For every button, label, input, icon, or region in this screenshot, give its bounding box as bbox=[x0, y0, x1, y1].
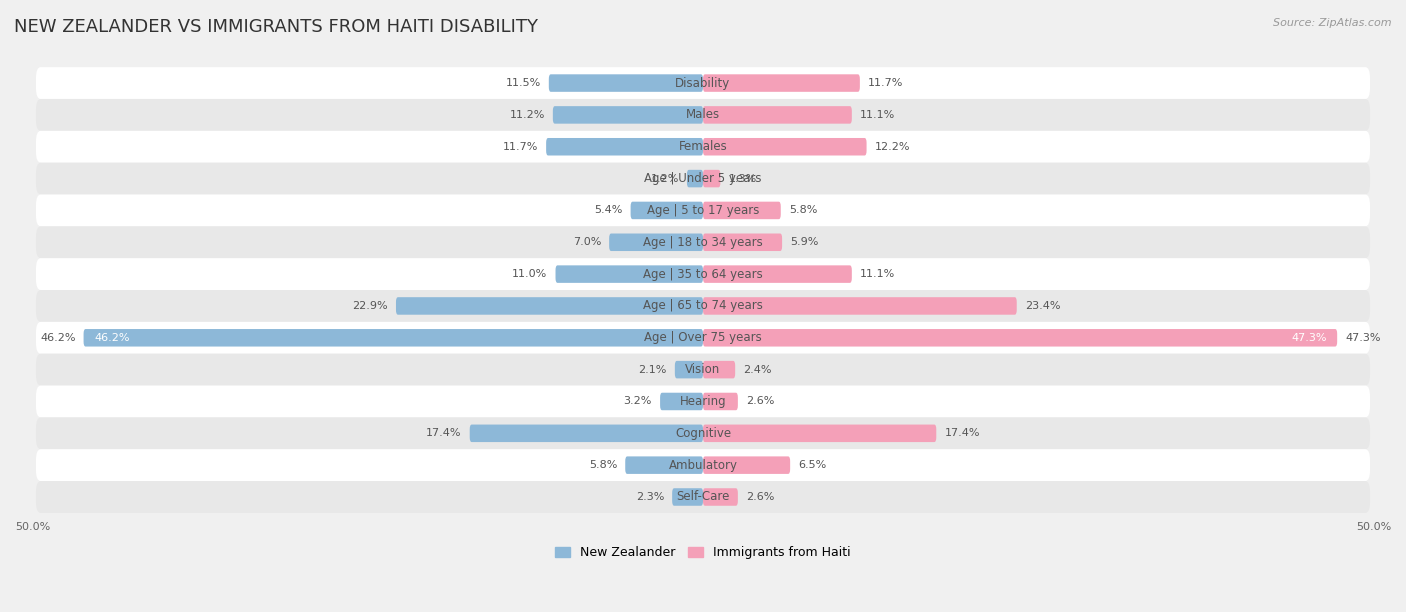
Text: 47.3%: 47.3% bbox=[1346, 333, 1381, 343]
FancyBboxPatch shape bbox=[703, 138, 866, 155]
FancyBboxPatch shape bbox=[37, 226, 1369, 258]
Text: Hearing: Hearing bbox=[679, 395, 727, 408]
FancyBboxPatch shape bbox=[37, 67, 1369, 99]
FancyBboxPatch shape bbox=[37, 163, 1369, 195]
FancyBboxPatch shape bbox=[659, 393, 703, 410]
Text: Self-Care: Self-Care bbox=[676, 490, 730, 504]
FancyBboxPatch shape bbox=[703, 74, 860, 92]
FancyBboxPatch shape bbox=[555, 266, 703, 283]
Text: 2.3%: 2.3% bbox=[636, 492, 664, 502]
Text: 11.5%: 11.5% bbox=[506, 78, 541, 88]
FancyBboxPatch shape bbox=[703, 457, 790, 474]
FancyBboxPatch shape bbox=[548, 74, 703, 92]
Text: 6.5%: 6.5% bbox=[799, 460, 827, 470]
Text: 1.3%: 1.3% bbox=[728, 174, 756, 184]
Text: Age | Under 5 years: Age | Under 5 years bbox=[644, 172, 762, 185]
FancyBboxPatch shape bbox=[675, 361, 703, 378]
Text: 1.2%: 1.2% bbox=[651, 174, 679, 184]
Text: 23.4%: 23.4% bbox=[1025, 301, 1060, 311]
FancyBboxPatch shape bbox=[703, 170, 720, 187]
Text: Vision: Vision bbox=[685, 363, 721, 376]
Text: Age | Over 75 years: Age | Over 75 years bbox=[644, 331, 762, 345]
Text: Age | 18 to 34 years: Age | 18 to 34 years bbox=[643, 236, 763, 248]
Text: 5.8%: 5.8% bbox=[589, 460, 617, 470]
Text: 11.7%: 11.7% bbox=[868, 78, 903, 88]
FancyBboxPatch shape bbox=[703, 425, 936, 442]
FancyBboxPatch shape bbox=[703, 488, 738, 506]
FancyBboxPatch shape bbox=[546, 138, 703, 155]
Legend: New Zealander, Immigrants from Haiti: New Zealander, Immigrants from Haiti bbox=[550, 541, 856, 564]
FancyBboxPatch shape bbox=[553, 106, 703, 124]
FancyBboxPatch shape bbox=[37, 354, 1369, 386]
FancyBboxPatch shape bbox=[37, 417, 1369, 449]
FancyBboxPatch shape bbox=[703, 329, 1337, 346]
Text: 11.7%: 11.7% bbox=[503, 142, 538, 152]
FancyBboxPatch shape bbox=[37, 322, 1369, 354]
Text: Males: Males bbox=[686, 108, 720, 121]
Text: Age | 5 to 17 years: Age | 5 to 17 years bbox=[647, 204, 759, 217]
FancyBboxPatch shape bbox=[37, 258, 1369, 290]
Text: Source: ZipAtlas.com: Source: ZipAtlas.com bbox=[1274, 18, 1392, 28]
FancyBboxPatch shape bbox=[470, 425, 703, 442]
Text: 11.2%: 11.2% bbox=[509, 110, 544, 120]
FancyBboxPatch shape bbox=[396, 297, 703, 315]
Text: 22.9%: 22.9% bbox=[353, 301, 388, 311]
FancyBboxPatch shape bbox=[688, 170, 703, 187]
Text: 5.4%: 5.4% bbox=[595, 206, 623, 215]
FancyBboxPatch shape bbox=[37, 481, 1369, 513]
FancyBboxPatch shape bbox=[626, 457, 703, 474]
FancyBboxPatch shape bbox=[703, 393, 738, 410]
Text: 11.1%: 11.1% bbox=[860, 110, 896, 120]
FancyBboxPatch shape bbox=[609, 234, 703, 251]
Text: 46.2%: 46.2% bbox=[39, 333, 76, 343]
Text: 11.1%: 11.1% bbox=[860, 269, 896, 279]
Text: Cognitive: Cognitive bbox=[675, 427, 731, 440]
FancyBboxPatch shape bbox=[631, 202, 703, 219]
Text: 2.6%: 2.6% bbox=[747, 492, 775, 502]
Text: NEW ZEALANDER VS IMMIGRANTS FROM HAITI DISABILITY: NEW ZEALANDER VS IMMIGRANTS FROM HAITI D… bbox=[14, 18, 538, 36]
FancyBboxPatch shape bbox=[703, 361, 735, 378]
Text: 5.8%: 5.8% bbox=[789, 206, 817, 215]
Text: Age | 65 to 74 years: Age | 65 to 74 years bbox=[643, 299, 763, 313]
Text: 46.2%: 46.2% bbox=[94, 333, 129, 343]
FancyBboxPatch shape bbox=[703, 266, 852, 283]
Text: Ambulatory: Ambulatory bbox=[668, 458, 738, 472]
FancyBboxPatch shape bbox=[37, 449, 1369, 481]
Text: 47.3%: 47.3% bbox=[1291, 333, 1326, 343]
FancyBboxPatch shape bbox=[37, 131, 1369, 163]
Text: 5.9%: 5.9% bbox=[790, 237, 818, 247]
FancyBboxPatch shape bbox=[37, 386, 1369, 417]
FancyBboxPatch shape bbox=[83, 329, 703, 346]
Text: 2.6%: 2.6% bbox=[747, 397, 775, 406]
FancyBboxPatch shape bbox=[703, 234, 782, 251]
FancyBboxPatch shape bbox=[37, 195, 1369, 226]
Text: Disability: Disability bbox=[675, 76, 731, 89]
Text: 2.4%: 2.4% bbox=[744, 365, 772, 375]
FancyBboxPatch shape bbox=[703, 202, 780, 219]
Text: Age | 35 to 64 years: Age | 35 to 64 years bbox=[643, 267, 763, 281]
Text: 12.2%: 12.2% bbox=[875, 142, 910, 152]
FancyBboxPatch shape bbox=[37, 99, 1369, 131]
FancyBboxPatch shape bbox=[672, 488, 703, 506]
Text: 11.0%: 11.0% bbox=[512, 269, 547, 279]
Text: Females: Females bbox=[679, 140, 727, 153]
FancyBboxPatch shape bbox=[37, 290, 1369, 322]
FancyBboxPatch shape bbox=[703, 106, 852, 124]
FancyBboxPatch shape bbox=[703, 297, 1017, 315]
Text: 7.0%: 7.0% bbox=[572, 237, 602, 247]
Text: 17.4%: 17.4% bbox=[945, 428, 980, 438]
Text: 3.2%: 3.2% bbox=[624, 397, 652, 406]
Text: 17.4%: 17.4% bbox=[426, 428, 461, 438]
Text: 2.1%: 2.1% bbox=[638, 365, 666, 375]
